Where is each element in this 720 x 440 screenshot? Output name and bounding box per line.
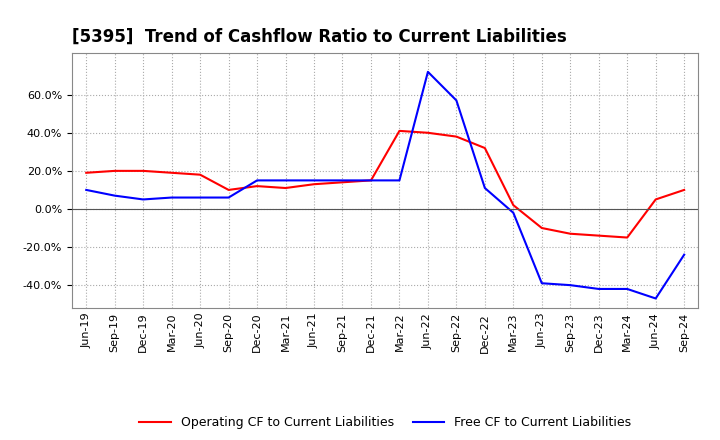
- Line: Operating CF to Current Liabilities: Operating CF to Current Liabilities: [86, 131, 684, 238]
- Operating CF to Current Liabilities: [253, 183, 261, 189]
- Operating CF to Current Liabilities: [82, 170, 91, 176]
- Line: Free CF to Current Liabilities: Free CF to Current Liabilities: [86, 72, 684, 298]
- Operating CF to Current Liabilities: [680, 187, 688, 193]
- Operating CF to Current Liabilities: [139, 168, 148, 173]
- Free CF to Current Liabilities: [595, 286, 603, 292]
- Free CF to Current Liabilities: [82, 187, 91, 193]
- Free CF to Current Liabilities: [110, 193, 119, 198]
- Operating CF to Current Liabilities: [623, 235, 631, 240]
- Operating CF to Current Liabilities: [452, 134, 461, 139]
- Operating CF to Current Liabilities: [196, 172, 204, 177]
- Free CF to Current Liabilities: [566, 282, 575, 288]
- Free CF to Current Liabilities: [282, 178, 290, 183]
- Free CF to Current Liabilities: [395, 178, 404, 183]
- Free CF to Current Liabilities: [366, 178, 375, 183]
- Free CF to Current Liabilities: [253, 178, 261, 183]
- Operating CF to Current Liabilities: [167, 170, 176, 176]
- Free CF to Current Liabilities: [680, 252, 688, 257]
- Free CF to Current Liabilities: [480, 185, 489, 191]
- Operating CF to Current Liabilities: [423, 130, 432, 136]
- Free CF to Current Liabilities: [139, 197, 148, 202]
- Operating CF to Current Liabilities: [395, 128, 404, 133]
- Operating CF to Current Liabilities: [480, 145, 489, 150]
- Free CF to Current Liabilities: [623, 286, 631, 292]
- Free CF to Current Liabilities: [310, 178, 318, 183]
- Free CF to Current Liabilities: [537, 281, 546, 286]
- Operating CF to Current Liabilities: [509, 202, 518, 208]
- Legend: Operating CF to Current Liabilities, Free CF to Current Liabilities: Operating CF to Current Liabilities, Fre…: [135, 411, 636, 434]
- Operating CF to Current Liabilities: [652, 197, 660, 202]
- Operating CF to Current Liabilities: [310, 182, 318, 187]
- Operating CF to Current Liabilities: [366, 178, 375, 183]
- Operating CF to Current Liabilities: [225, 187, 233, 193]
- Operating CF to Current Liabilities: [282, 185, 290, 191]
- Free CF to Current Liabilities: [196, 195, 204, 200]
- Operating CF to Current Liabilities: [338, 180, 347, 185]
- Operating CF to Current Liabilities: [110, 168, 119, 173]
- Free CF to Current Liabilities: [167, 195, 176, 200]
- Free CF to Current Liabilities: [509, 210, 518, 216]
- Operating CF to Current Liabilities: [595, 233, 603, 238]
- Free CF to Current Liabilities: [338, 178, 347, 183]
- Operating CF to Current Liabilities: [537, 225, 546, 231]
- Text: [5395]  Trend of Cashflow Ratio to Current Liabilities: [5395] Trend of Cashflow Ratio to Curren…: [72, 28, 567, 46]
- Free CF to Current Liabilities: [652, 296, 660, 301]
- Free CF to Current Liabilities: [225, 195, 233, 200]
- Free CF to Current Liabilities: [423, 69, 432, 74]
- Operating CF to Current Liabilities: [566, 231, 575, 236]
- Free CF to Current Liabilities: [452, 98, 461, 103]
